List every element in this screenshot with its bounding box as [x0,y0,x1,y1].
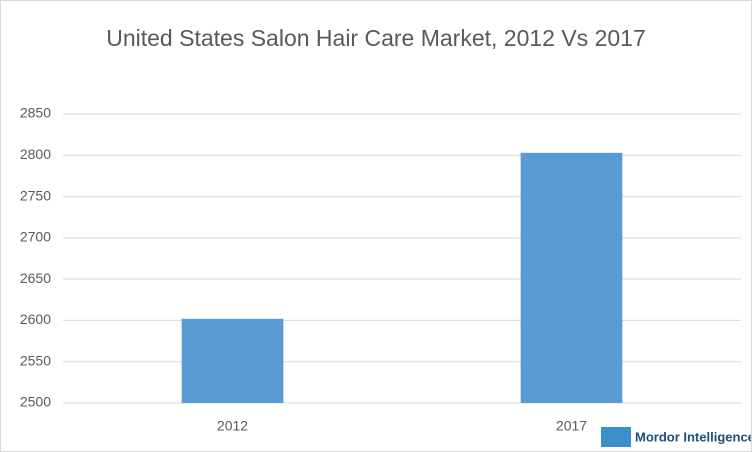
y-tick-label: 2550 [20,352,51,368]
logo-icon [601,427,631,447]
y-tick-label: 2650 [20,270,51,286]
y-tick-label: 2800 [20,146,51,162]
bar [181,318,284,403]
x-tick-label: 2017 [556,418,587,434]
y-tick-label: 2700 [20,229,51,245]
y-tick-label: 2600 [20,311,51,327]
y-tick-label: 2750 [20,187,51,203]
chart-title: United States Salon Hair Care Market, 20… [106,25,646,51]
bar [520,152,623,403]
logo-text: Mordor Intelligence [635,429,751,444]
y-tick-label: 2850 [20,105,51,121]
x-tick-label: 2012 [217,418,248,434]
y-tick-label: 2500 [20,394,51,410]
